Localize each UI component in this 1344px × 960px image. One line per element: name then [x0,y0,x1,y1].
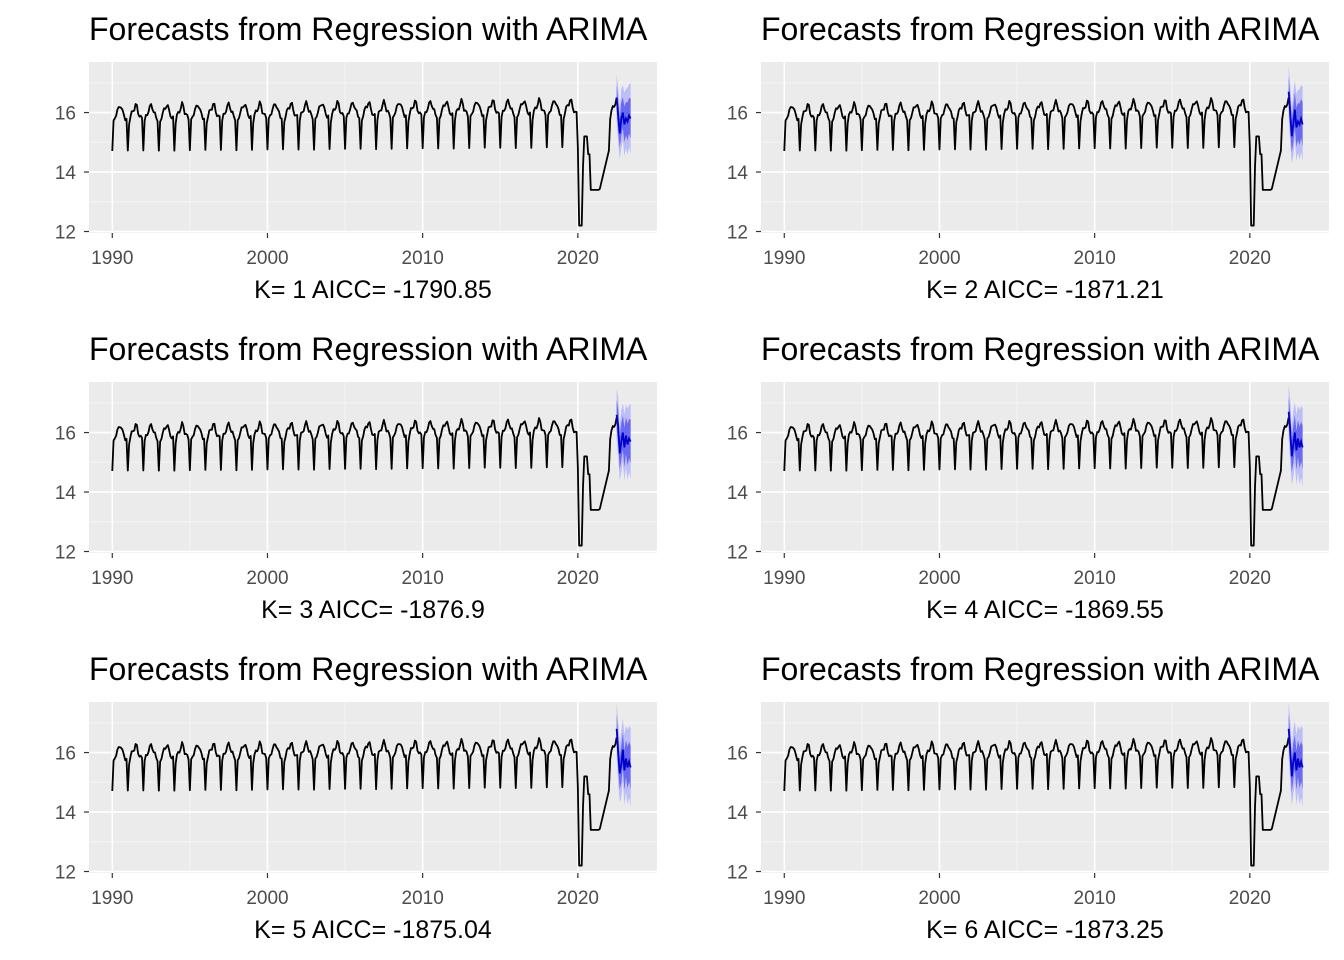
y-tick-label: 14 [55,803,77,824]
x-tick-label: 2000 [918,888,960,909]
history-series-line [111,737,618,867]
history-series-line [783,97,1290,227]
x-tick-label: 2020 [557,568,599,589]
chart-title: Forecasts from Regression with ARIMA [89,331,648,367]
forecast-mean-line [615,728,632,774]
forecast-mean-line [1287,91,1304,137]
x-tick-label: 2020 [557,888,599,909]
x-tick-label: 1990 [763,248,805,269]
history-series-line [111,417,618,547]
x-tick-label: 2020 [1229,248,1271,269]
history-series-line [111,97,618,227]
x-tick-label: 2010 [1074,248,1116,269]
forecast-chart-svg: Forecasts from Regression with ARIMA 1990… [727,651,1329,944]
y-tick-label: 16 [55,104,76,125]
history-series-line [783,417,1290,547]
x-tick-label: 2020 [1229,888,1271,909]
forecast-panel-3: Forecasts from Regression with ARIMA 1990… [0,320,672,640]
x-tick-label: 1990 [91,248,133,269]
history-series-line [783,737,1290,867]
forecast-mean-line [615,414,632,454]
y-tick-label: 16 [727,424,748,445]
forecast-mean-line [1287,728,1304,777]
x-tick-label: 2020 [1229,568,1271,589]
x-axis-label: K= 1 AICC= -1790.85 [254,276,492,304]
x-tick-label: 2010 [1074,568,1116,589]
y-tick-label: 14 [727,803,749,824]
chart-title: Forecasts from Regression with ARIMA [89,651,648,687]
y-tick-label: 12 [727,863,748,884]
forecast-mean-line [1287,411,1304,457]
y-tick-label: 14 [55,163,77,184]
forecast-chart-svg: Forecasts from Regression with ARIMA 1990… [727,11,1329,304]
forecast-chart-svg: Forecasts from Regression with ARIMA 1990… [55,331,657,624]
chart-title: Forecasts from Regression with ARIMA [89,11,648,47]
chart-title: Forecasts from Regression with ARIMA [761,331,1320,367]
y-tick-label: 12 [727,223,748,244]
y-tick-label: 14 [727,483,749,504]
forecast-panel-1: Forecasts from Regression with ARIMA 1990… [0,0,672,320]
x-axis-label: K= 6 AICC= -1873.25 [926,916,1164,944]
x-axis-label: K= 4 AICC= -1869.55 [926,596,1164,624]
forecast-panel-6: Forecasts from Regression with ARIMA 1990… [672,640,1344,960]
y-tick-label: 12 [55,863,76,884]
x-tick-label: 1990 [763,888,805,909]
x-tick-label: 2010 [402,248,444,269]
x-tick-label: 2000 [246,888,288,909]
y-tick-label: 14 [55,483,77,504]
y-tick-label: 16 [727,104,748,125]
y-tick-label: 12 [727,543,748,564]
x-axis-label: K= 2 AICC= -1871.21 [926,276,1164,304]
forecast-mean-line [615,97,632,134]
x-tick-label: 2000 [918,248,960,269]
y-tick-label: 16 [55,744,76,765]
x-tick-label: 2020 [557,248,599,269]
forecast-chart-svg: Forecasts from Regression with ARIMA 1990… [55,651,657,944]
y-tick-label: 16 [55,424,76,445]
chart-title: Forecasts from Regression with ARIMA [761,11,1320,47]
x-tick-label: 2010 [1074,888,1116,909]
forecast-panel-2: Forecasts from Regression with ARIMA 1990… [672,0,1344,320]
x-axis-label: K= 5 AICC= -1875.04 [254,916,492,944]
y-tick-label: 14 [727,163,749,184]
x-tick-label: 2000 [246,248,288,269]
forecast-panel-5: Forecasts from Regression with ARIMA 1990… [0,640,672,960]
x-tick-label: 1990 [763,568,805,589]
x-tick-label: 1990 [91,568,133,589]
x-tick-label: 2000 [918,568,960,589]
forecast-panel-4: Forecasts from Regression with ARIMA 1990… [672,320,1344,640]
x-tick-label: 1990 [91,888,133,909]
x-tick-label: 2000 [246,568,288,589]
y-tick-label: 16 [727,744,748,765]
x-tick-label: 2010 [402,568,444,589]
x-axis-label: K= 3 AICC= -1876.9 [261,596,485,624]
y-tick-label: 12 [55,543,76,564]
forecast-chart-svg: Forecasts from Regression with ARIMA 1990… [55,11,657,304]
y-tick-label: 12 [55,223,76,244]
chart-title: Forecasts from Regression with ARIMA [761,651,1320,687]
x-tick-label: 2010 [402,888,444,909]
forecast-chart-svg: Forecasts from Regression with ARIMA 1990… [727,331,1329,624]
